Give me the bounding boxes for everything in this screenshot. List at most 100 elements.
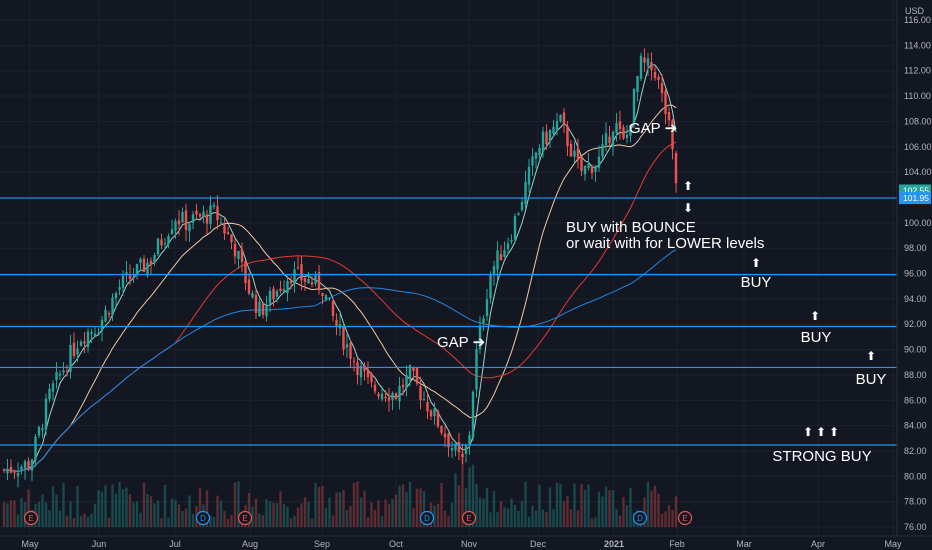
- volume-bar: [475, 483, 478, 527]
- candle-body: [622, 127, 625, 139]
- earnings-marker-icon[interactable]: [23, 510, 39, 526]
- volume-bar: [216, 495, 219, 527]
- dividend-marker-icon[interactable]: [419, 510, 435, 526]
- candle-body: [370, 373, 373, 383]
- x-tick-label: Feb: [669, 539, 685, 549]
- candle-body: [156, 238, 160, 255]
- candle-body: [328, 298, 331, 300]
- volume-bar: [597, 491, 601, 527]
- volume-bar: [174, 500, 177, 527]
- candle-body: [107, 312, 111, 315]
- event-marker-letter: E: [28, 514, 33, 523]
- y-tick-label: 96.00: [904, 269, 927, 279]
- candle-body: [632, 89, 636, 123]
- volume-bar: [415, 488, 419, 527]
- volume-bar: [405, 492, 408, 527]
- volume-bar: [219, 500, 223, 527]
- candle-body: [538, 148, 541, 155]
- candle-body: [314, 273, 317, 284]
- candle-body: [6, 468, 9, 474]
- earnings-marker-icon[interactable]: [677, 510, 693, 526]
- candle-body: [541, 131, 545, 152]
- candle-body: [531, 156, 534, 166]
- volume-bar: [13, 500, 16, 527]
- volume-bar: [303, 497, 307, 527]
- volume-bar: [398, 485, 401, 527]
- volume-bar: [576, 510, 580, 527]
- volume-bar: [657, 493, 660, 527]
- annotation-text: or wait with for LOWER levels: [566, 235, 764, 252]
- candle-body: [13, 471, 16, 473]
- candle-body: [597, 156, 601, 168]
- candle-body: [492, 266, 496, 275]
- candle-body: [496, 250, 499, 270]
- volume-bar: [478, 497, 482, 527]
- volume-bar: [118, 482, 121, 527]
- volume-bar: [163, 484, 167, 527]
- volume-bar: [272, 502, 275, 527]
- volume-bar: [524, 481, 527, 527]
- candle-body: [545, 131, 548, 145]
- candle-body: [163, 243, 167, 245]
- volume-bar: [583, 489, 587, 527]
- candle-body: [562, 112, 566, 124]
- candle-body: [517, 213, 520, 216]
- candle-body: [426, 401, 429, 412]
- currency-label: USD: [905, 6, 925, 16]
- candle-body: [265, 305, 268, 317]
- candle-body: [181, 212, 184, 223]
- candle-body: [345, 344, 349, 348]
- candle-body: [177, 220, 181, 225]
- volume-bar: [608, 490, 611, 527]
- candle-body: [146, 262, 149, 276]
- volume-bar: [279, 491, 282, 527]
- annotation-text: GAP ➔: [437, 334, 485, 351]
- candle-body: [349, 342, 352, 359]
- volume-bar: [58, 510, 62, 527]
- volume-bar: [83, 513, 86, 527]
- candle-body: [209, 205, 212, 225]
- candle-body: [408, 365, 412, 379]
- y-tick-label: 86.00: [904, 395, 927, 405]
- earnings-marker-icon[interactable]: [461, 510, 477, 526]
- volume-bar: [646, 481, 650, 527]
- volume-bar: [9, 500, 13, 527]
- candles: [2, 48, 678, 488]
- x-tick-label: May: [884, 539, 902, 549]
- volume-bar: [447, 516, 450, 527]
- volume-bar: [377, 500, 380, 527]
- candle-body: [149, 260, 153, 265]
- candle-body: [97, 332, 100, 334]
- volume-bar: [625, 505, 629, 527]
- earnings-marker-icon[interactable]: [237, 510, 253, 526]
- volume-bar: [489, 512, 492, 527]
- candle-body: [548, 130, 552, 141]
- y-tick-label: 92.00: [904, 319, 927, 329]
- candle-body: [405, 375, 408, 389]
- volume-bar: [258, 513, 261, 527]
- volume-bar: [233, 482, 237, 527]
- candle-body: [520, 202, 524, 210]
- arrow-icon: ⬆: [683, 179, 693, 193]
- volume-bar: [471, 464, 475, 527]
- volume-bar: [363, 490, 366, 527]
- volume-bar: [275, 503, 279, 527]
- candle-body: [118, 287, 121, 290]
- volume-bar: [170, 498, 174, 527]
- x-axis-ticks: May Jun Jul Aug Sep Oct Nov Dec 2021 Feb Mar Apr May: [21, 539, 902, 549]
- candle-body: [261, 302, 265, 315]
- dividend-marker-icon[interactable]: [632, 510, 648, 526]
- volume-bar: [282, 503, 286, 527]
- dividend-marker-icon[interactable]: [195, 510, 211, 526]
- candle-body: [37, 427, 41, 436]
- candle-body: [380, 393, 384, 400]
- volume-bar: [324, 507, 328, 527]
- price-axis[interactable]: [897, 0, 932, 536]
- candle-body: [629, 124, 632, 136]
- volume-bar: [16, 514, 20, 527]
- candle-body: [48, 388, 51, 399]
- candle-body: [468, 435, 471, 445]
- volume-bar: [552, 509, 555, 527]
